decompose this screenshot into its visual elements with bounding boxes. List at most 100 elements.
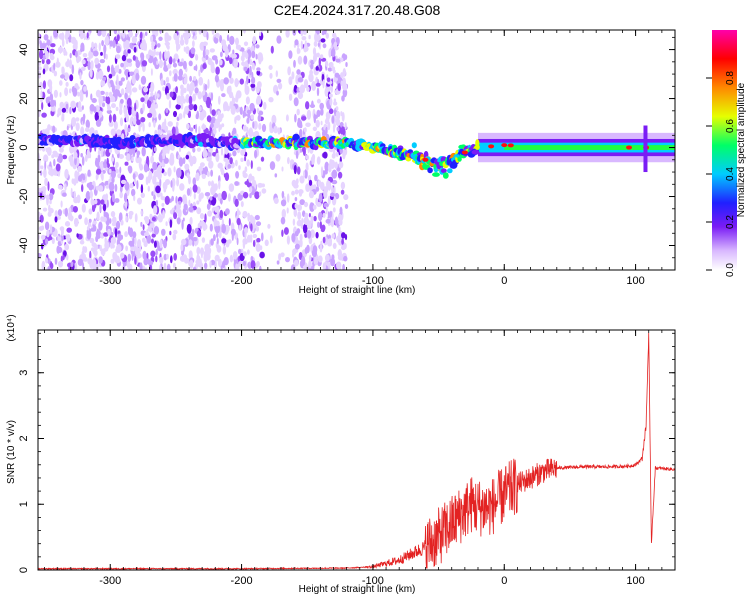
spectrogram-speckle	[215, 66, 220, 75]
spectrogram-speckle	[303, 127, 307, 133]
spectrogram-speckle	[81, 203, 86, 213]
spectrogram-speckle	[246, 126, 249, 136]
spectrogram-speckle	[113, 30, 118, 35]
spectrogram-speckle	[306, 244, 310, 254]
spectrogram-speckle	[164, 195, 170, 205]
spectrogram-speckle	[153, 48, 156, 56]
spectrogram-speckle	[146, 155, 150, 165]
spectrogram-speckle	[89, 68, 93, 78]
spectrogram-speckle	[188, 175, 191, 185]
spectrogram-speckle	[314, 174, 318, 182]
spectrogram-speckle	[292, 218, 296, 226]
spectrogram-speckle	[141, 60, 148, 67]
spectrogram-speckle	[246, 109, 252, 115]
spectrogram-speckle	[198, 76, 204, 86]
spectrogram-speckle	[57, 184, 63, 190]
spectrogram-speckle	[154, 91, 157, 100]
spectrogram-speckle	[222, 245, 227, 255]
spectrogram-speckle	[64, 222, 71, 227]
spectrogram-speckle	[116, 129, 122, 136]
spectrogram-speckle	[98, 221, 103, 231]
spectrogram-speckle	[325, 218, 331, 224]
colorbar-tick-label: 0.8	[725, 71, 736, 85]
spectrogram-speckle	[299, 238, 303, 248]
spectrogram-speckle	[110, 128, 117, 136]
spectrogram-speckle	[255, 85, 260, 94]
spectrogram-speckle	[105, 91, 109, 96]
spectrogram-speckle	[259, 265, 262, 270]
spectrogram-speckle	[219, 209, 224, 219]
spectrogram-speckle	[172, 62, 178, 68]
spectrogram-speckle	[192, 266, 197, 270]
spectrogram-speckle	[243, 41, 249, 47]
spectrogram-speckle	[195, 172, 200, 182]
spectrogram-speckle	[291, 71, 295, 80]
spectrogram-speckle	[328, 238, 332, 243]
spectrogram-speckle	[172, 262, 176, 269]
spectrogram-speckle	[69, 106, 72, 115]
spectrogram-speckle	[155, 249, 158, 256]
colorbar-ticks: 0.0 0.2 0.4 0.6 0.8	[706, 71, 736, 277]
spectrogram-speckle	[60, 226, 64, 237]
spectrogram-speckle	[316, 98, 321, 104]
spectrogram-speckle	[74, 262, 78, 270]
spectrogram-speckle	[110, 237, 117, 245]
spectrogram-speckle	[125, 39, 130, 50]
spectrogram-speckle	[163, 80, 166, 86]
spectrogram-speckle	[42, 68, 46, 75]
spectrogram-speckle	[121, 54, 127, 62]
spectrogram-speckle	[88, 218, 92, 223]
spectrogram-speckle	[62, 154, 68, 160]
spectrogram-speckle	[268, 65, 273, 70]
spectrogram-speckle	[178, 68, 183, 77]
spectrogram-speckle	[220, 169, 225, 176]
spectrogram-speckle	[257, 182, 263, 188]
spectrogram-speckle	[54, 257, 58, 265]
spectrogram-speckle	[305, 122, 311, 128]
spectrogram-speckle	[76, 194, 81, 204]
spectrogram-speckle	[308, 179, 313, 186]
spectrogram-speckle	[175, 196, 178, 205]
spectrogram-speckle	[109, 95, 116, 103]
spectrogram-speckle	[53, 152, 60, 158]
spectrogram-speckle	[222, 260, 226, 269]
spectrogram-speckle	[312, 126, 318, 131]
spectrogram-speckle	[294, 230, 299, 237]
spectrogram-peak	[422, 157, 429, 162]
spectrogram-speckle	[39, 81, 43, 90]
spectrogram-speckle	[66, 125, 69, 131]
spectrogram-speckle	[281, 208, 286, 219]
spectrogram-speckle	[133, 195, 136, 202]
spectrogram-speckle	[294, 197, 298, 202]
spectrogram-speckle	[167, 121, 173, 127]
spectrogram-speckle	[201, 90, 206, 96]
spectrogram-speckle	[147, 260, 154, 266]
spectrogram-speckle	[303, 79, 309, 89]
spectrogram-speckle	[188, 239, 193, 246]
spectrogram-speckle	[123, 63, 126, 68]
spectrogram-speckle	[308, 34, 311, 40]
spectrogram-speckle	[336, 126, 340, 132]
spectrogram-speckle	[181, 219, 184, 230]
spectrogram-speckle	[51, 237, 55, 244]
spectrogram-speckle	[291, 233, 296, 243]
spectrogram-speckle	[59, 80, 63, 86]
spectrogram-speckle	[78, 175, 83, 182]
spectrogram-speckle	[159, 177, 162, 188]
spectrogram-speckle	[125, 127, 128, 137]
spectrogram-speckle	[90, 93, 93, 101]
spectrogram-speckle	[214, 206, 220, 213]
spectrogram-speckle	[127, 49, 131, 54]
spectrogram-speckle	[150, 102, 156, 112]
spectrogram-speckle	[76, 55, 82, 63]
spectrogram-speckle	[337, 171, 343, 179]
spectrogram-speckle	[201, 124, 207, 130]
spectrogram-speckle	[122, 264, 126, 270]
spectrogram-speckle	[49, 199, 52, 205]
spectrogram-speckle	[182, 157, 186, 165]
x-tick-label: 0	[501, 575, 507, 587]
spectrogram-speckle	[126, 97, 132, 107]
spectrogram-speckle	[309, 202, 315, 212]
spectrogram-speckle	[196, 207, 202, 215]
spectrogram-speckle	[294, 113, 297, 123]
